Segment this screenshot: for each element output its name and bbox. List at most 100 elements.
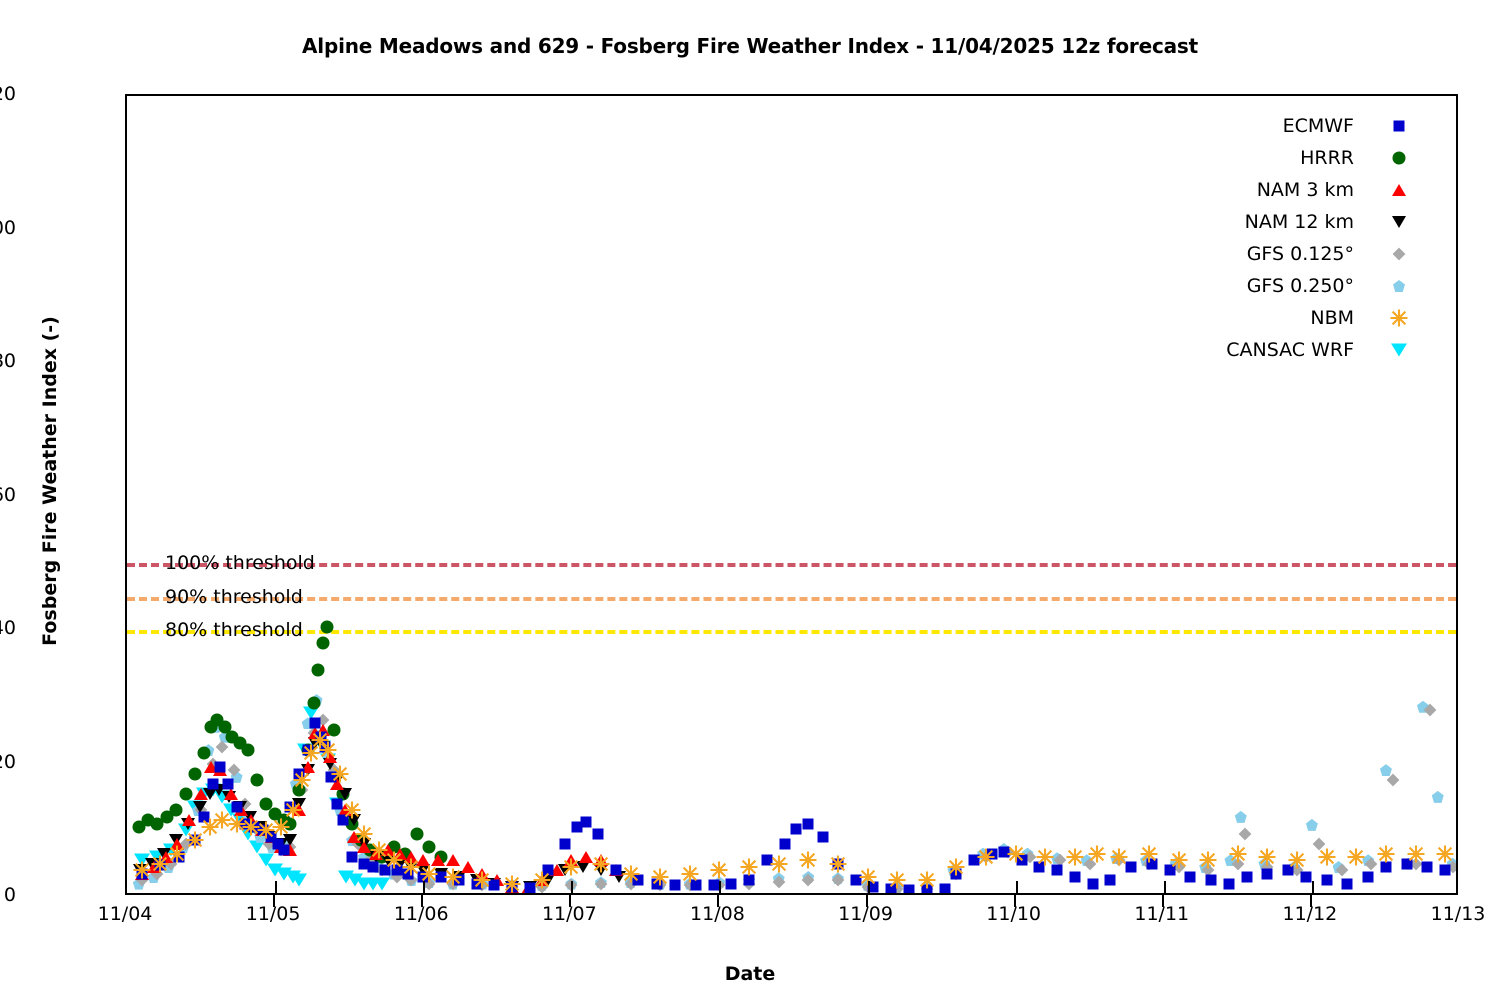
legend-item-gfs-0-250[interactable]: GFS 0.250° [1150, 270, 1410, 302]
marker-square [610, 864, 622, 876]
marker-square [1146, 858, 1158, 870]
legend-item-gfs-0-125[interactable]: GFS 0.125° [1150, 238, 1410, 270]
marker-star [829, 855, 847, 873]
legend-item-marker [1388, 275, 1410, 297]
marker-square [1125, 861, 1137, 873]
threshold-line [127, 563, 1456, 568]
marker-triangle-up [460, 860, 475, 873]
marker-square [1241, 871, 1253, 883]
marker-circle [410, 827, 424, 841]
marker-triangle-up [431, 854, 446, 867]
marker-star [1258, 848, 1276, 866]
marker-square [651, 878, 663, 890]
marker-square [998, 846, 1010, 858]
marker-square [867, 881, 879, 893]
legend-item-label: NBM [1310, 307, 1354, 329]
marker-circle [307, 696, 321, 710]
legend-item-label: GFS 0.125° [1246, 243, 1354, 265]
marker-square [817, 831, 829, 843]
marker-square [571, 821, 583, 833]
marker-star [272, 818, 290, 836]
marker-star [1288, 851, 1306, 869]
marker-square [1184, 871, 1196, 883]
x-tick-label: 11/11 [1134, 903, 1190, 925]
threshold-label: 80% threshold [165, 619, 303, 641]
marker-star [770, 855, 788, 873]
marker-triangle-up [182, 814, 197, 827]
marker-star [533, 871, 551, 889]
legend-item-marker [1388, 243, 1410, 265]
legend-item-marker [1388, 147, 1410, 169]
y-tick-label: 60 [0, 483, 16, 506]
marker-square [367, 861, 379, 873]
marker-square [214, 761, 226, 773]
marker-square [173, 851, 185, 863]
marker-star [562, 858, 580, 876]
marker-square [669, 879, 681, 891]
legend-item-nam-3-km[interactable]: NAM 3 km [1150, 174, 1410, 206]
marker-star [888, 871, 906, 889]
legend-item-marker [1388, 307, 1410, 329]
marker-triangle-down-cyan [258, 853, 275, 867]
marker-square [743, 874, 755, 886]
marker-star [370, 841, 388, 859]
legend-item-ecmwf[interactable]: ECMWF [1150, 110, 1410, 142]
marker-triangle-up [445, 854, 460, 867]
legend-item-hrrr[interactable]: HRRR [1150, 142, 1410, 174]
marker-star [1199, 851, 1217, 869]
x-tick-label: 11/10 [986, 903, 1042, 925]
marker-square [761, 854, 773, 866]
marker-star [331, 765, 349, 783]
series-ecmwf [127, 96, 1456, 893]
marker-square [198, 811, 210, 823]
marker-circle [327, 723, 341, 737]
marker-triangle-up [1392, 184, 1406, 196]
marker-star [1436, 845, 1454, 863]
marker-circle [316, 636, 329, 650]
legend-item-nam-12-km[interactable]: NAM 12 km [1150, 206, 1410, 238]
marker-star [402, 858, 420, 876]
marker-circle [259, 797, 273, 811]
y-tick-label: 20 [0, 750, 16, 773]
legend-item-nbm[interactable]: NBM [1150, 302, 1410, 334]
threshold-label: 100% threshold [165, 552, 315, 575]
x-tick-label: 11/05 [245, 903, 301, 925]
legend-item-cansac-wrf[interactable]: CANSAC WRF [1150, 334, 1410, 366]
y-tick-label: 40 [0, 617, 16, 639]
marker-square [222, 778, 234, 790]
marker-star [918, 871, 936, 889]
marker-square [690, 879, 702, 891]
x-tick-mark-inner [1311, 881, 1314, 893]
marker-circle [241, 743, 255, 757]
marker-star [257, 821, 275, 839]
marker-star [242, 818, 260, 836]
marker-square [265, 831, 277, 843]
marker-pentagon [1305, 818, 1318, 831]
marker-star [740, 858, 758, 876]
marker-square [1223, 878, 1235, 890]
legend-item-label: NAM 3 km [1256, 179, 1354, 201]
marker-square [903, 884, 915, 893]
marker-square [391, 864, 403, 876]
marker-square [559, 838, 571, 850]
y-tick-label: 100 [0, 216, 16, 239]
marker-square [453, 874, 465, 886]
marker-square [1087, 878, 1099, 890]
marker-square [337, 814, 349, 826]
marker-star [151, 855, 169, 873]
marker-square [1033, 861, 1045, 873]
marker-triangle-up [194, 787, 209, 800]
marker-star [213, 811, 231, 829]
x-tick-label: 11/12 [1282, 903, 1338, 925]
x-axis-title: Date [724, 963, 776, 985]
marker-square [1051, 864, 1063, 876]
marker-star [133, 861, 151, 879]
plot-frame: 100% threshold 90% threshold 80% threshold [125, 94, 1458, 895]
legend-item-marker [1388, 211, 1410, 233]
marker-square [272, 838, 284, 850]
marker-square [921, 884, 933, 893]
marker-circle [320, 620, 334, 634]
marker-square [1104, 874, 1116, 886]
marker-square [1282, 864, 1294, 876]
